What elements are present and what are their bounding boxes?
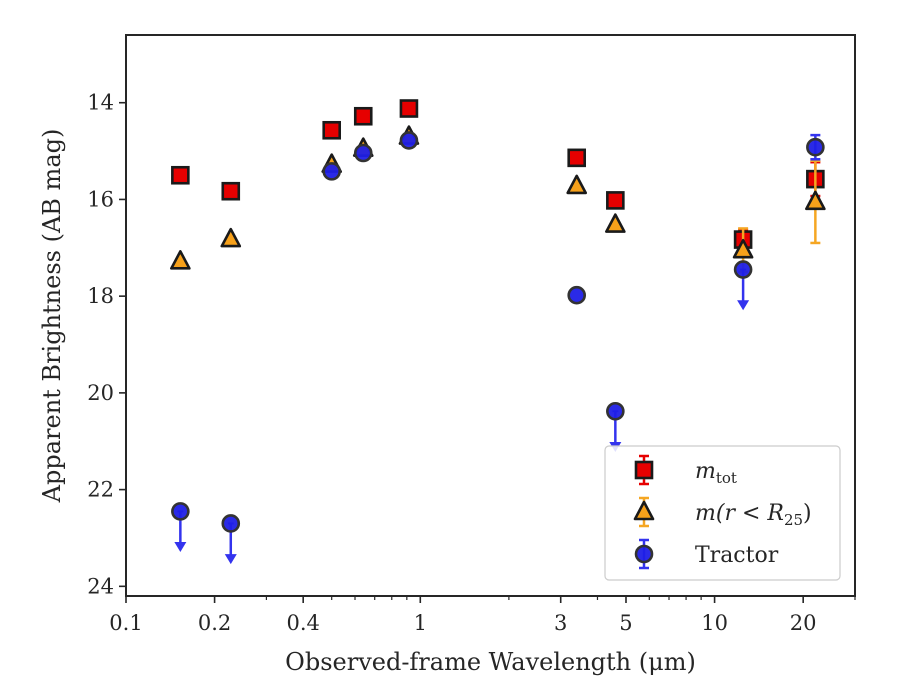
y-tick-label: 16 (87, 187, 114, 211)
data-point (170, 250, 191, 270)
x-tick-label: 5 (619, 611, 632, 635)
data-point (322, 162, 342, 181)
data-point (806, 137, 825, 157)
data-point (733, 260, 753, 279)
y-tick-label: 18 (87, 284, 114, 308)
x-tick-label: 1 (414, 611, 427, 635)
data-point (171, 165, 190, 185)
legend-marker (634, 460, 654, 480)
data-point (605, 213, 626, 233)
data-point (220, 227, 242, 248)
x-tick-label: 10 (701, 611, 728, 635)
y-tick-label: 22 (87, 478, 114, 502)
y-tick-label: 24 (87, 574, 114, 598)
x-tick-label: 3 (554, 611, 567, 635)
legend-label: Tractor (695, 543, 779, 568)
x-tick-label: 20 (790, 611, 817, 635)
legend-label: m(r < R25) (695, 501, 812, 529)
legend-marker (633, 500, 655, 521)
data-point (606, 401, 625, 421)
legend-label: mtot (695, 459, 737, 487)
data-point (399, 99, 419, 118)
plot-frame (125, 34, 856, 597)
data-point (171, 502, 190, 521)
x-tick-label: 0.1 (109, 611, 142, 635)
y-tick-label: 14 (87, 91, 114, 115)
x-axis-label: Observed-frame Wavelength (μm) (285, 648, 696, 676)
legend-box (604, 445, 841, 581)
data-point (221, 181, 241, 201)
data-point (606, 191, 625, 210)
data-point (322, 120, 342, 140)
data-point (353, 106, 373, 126)
data-point (221, 514, 241, 533)
y-tick-label: 20 (87, 381, 114, 405)
upper-limit-arrowhead (737, 300, 750, 311)
legend: mtot m(r < R25) Tractor (604, 445, 841, 581)
x-tick-label: 0.2 (198, 611, 231, 635)
data-point (567, 285, 587, 305)
x-tick-label: 0.4 (286, 611, 319, 635)
data-point (805, 190, 826, 211)
upper-limit-arrowhead (224, 554, 237, 565)
data-marks (170, 99, 826, 565)
data-point (732, 238, 754, 259)
series-circle (171, 131, 825, 565)
data-point (399, 131, 419, 150)
legend-marker (634, 544, 654, 564)
upper-limit-arrowhead (174, 542, 187, 553)
data-point (353, 143, 373, 163)
axis-ticks: 0.1 0.2 0.4 1 3 5 10 20 14 16 18 20 22 24 (87, 91, 856, 635)
data-point (567, 148, 587, 168)
data-point (566, 174, 588, 195)
y-axis-label: Apparent Brightness (AB mag) (38, 129, 66, 504)
